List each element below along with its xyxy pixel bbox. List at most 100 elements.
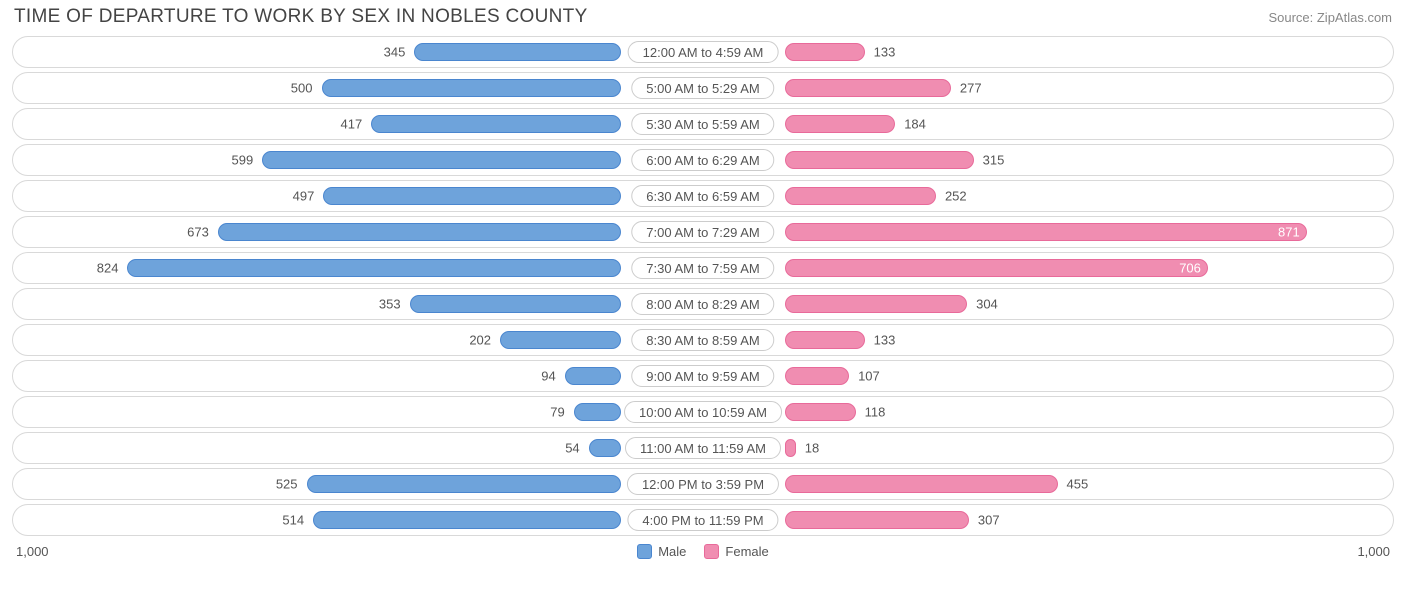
male-bar: 202 [500, 331, 621, 349]
time-range-pill: 7:30 AM to 7:59 AM [631, 257, 774, 279]
male-half: 94 [13, 361, 703, 391]
chart-row: 599 315 6:00 AM to 6:29 AM [12, 144, 1394, 176]
female-value-label: 252 [935, 189, 967, 204]
female-bar: 18 [785, 439, 796, 457]
time-range-pill: 6:00 AM to 6:29 AM [631, 149, 774, 171]
male-half: 353 [13, 289, 703, 319]
female-bar: 455 [785, 475, 1058, 493]
male-half: 525 [13, 469, 703, 499]
axis-left-max: 1,000 [16, 544, 49, 559]
chart-title: TIME OF DEPARTURE TO WORK BY SEX IN NOBL… [14, 6, 588, 28]
female-bar: 307 [785, 511, 969, 529]
female-value-label: 118 [855, 405, 886, 420]
female-half: 107 [703, 361, 1393, 391]
male-half: 417 [13, 109, 703, 139]
female-bar: 133 [785, 43, 865, 61]
male-half: 824 [13, 253, 703, 283]
female-value-label: 133 [864, 333, 896, 348]
female-value-label: 277 [950, 81, 982, 96]
male-bar: 353 [410, 295, 621, 313]
time-range-pill: 8:30 AM to 8:59 AM [631, 329, 774, 351]
male-half: 500 [13, 73, 703, 103]
male-value-label: 497 [293, 189, 325, 204]
male-half: 497 [13, 181, 703, 211]
female-bar: 304 [785, 295, 967, 313]
female-half: 18 [703, 433, 1393, 463]
male-value-label: 94 [541, 369, 565, 384]
male-bar: 500 [322, 79, 622, 97]
male-value-label: 417 [341, 117, 373, 132]
time-range-pill: 9:00 AM to 9:59 AM [631, 365, 774, 387]
time-range-pill: 7:00 AM to 7:29 AM [631, 221, 774, 243]
male-half: 79 [13, 397, 703, 427]
female-half: 184 [703, 109, 1393, 139]
chart-row: 345 133 12:00 AM to 4:59 AM [12, 36, 1394, 68]
male-bar: 79 [574, 403, 621, 421]
female-half: 118 [703, 397, 1393, 427]
male-bar: 599 [262, 151, 621, 169]
chart-row: 417 184 5:30 AM to 5:59 AM [12, 108, 1394, 140]
axis-right-max: 1,000 [1357, 544, 1390, 559]
chart-source: Source: ZipAtlas.com [1268, 10, 1392, 25]
legend-male-label: Male [658, 544, 686, 559]
male-bar: 673 [218, 223, 621, 241]
male-value-label: 673 [187, 225, 219, 240]
chart-row: 497 252 6:30 AM to 6:59 AM [12, 180, 1394, 212]
male-value-label: 514 [282, 513, 314, 528]
chart-footer: 1,000 Male Female 1,000 [8, 540, 1398, 559]
chart-row: 541811:00 AM to 11:59 AM [12, 432, 1394, 464]
chart-row: 202 133 8:30 AM to 8:59 AM [12, 324, 1394, 356]
male-bar: 525 [307, 475, 621, 493]
chart-row: 353 304 8:00 AM to 8:29 AM [12, 288, 1394, 320]
female-bar: 706 [785, 259, 1208, 277]
female-bar: 184 [785, 115, 895, 133]
female-half: 706 [703, 253, 1393, 283]
legend: Male Female [637, 544, 769, 559]
female-half: 304 [703, 289, 1393, 319]
time-range-pill: 6:30 AM to 6:59 AM [631, 185, 774, 207]
male-half: 54 [13, 433, 703, 463]
chart-row: 5143074:00 PM to 11:59 PM [12, 504, 1394, 536]
female-half: 455 [703, 469, 1393, 499]
female-value-label: 307 [968, 513, 1000, 528]
time-range-pill: 8:00 AM to 8:29 AM [631, 293, 774, 315]
female-half: 307 [703, 505, 1393, 535]
time-range-pill: 10:00 AM to 10:59 AM [624, 401, 782, 423]
female-value-label: 18 [795, 441, 819, 456]
female-value-label: 315 [973, 153, 1005, 168]
female-half: 277 [703, 73, 1393, 103]
male-half: 202 [13, 325, 703, 355]
legend-male: Male [637, 544, 686, 559]
male-bar: 514 [313, 511, 621, 529]
male-value-label: 54 [565, 441, 589, 456]
male-bar: 54 [589, 439, 621, 457]
female-bar: 871 [785, 223, 1307, 241]
time-range-pill: 5:30 AM to 5:59 AM [631, 113, 774, 135]
chart-area: 345 133 12:00 AM to 4:59 AM 500 277 5:00 AM t… [8, 36, 1398, 536]
male-value-label: 79 [550, 405, 574, 420]
chart-header: TIME OF DEPARTURE TO WORK BY SEX IN NOBL… [8, 4, 1398, 36]
time-range-pill: 12:00 AM to 4:59 AM [628, 41, 779, 63]
male-swatch-icon [637, 544, 652, 559]
male-value-label: 599 [232, 153, 264, 168]
male-half: 514 [13, 505, 703, 535]
female-half: 133 [703, 37, 1393, 67]
male-half: 673 [13, 217, 703, 247]
female-value-label: 304 [966, 297, 998, 312]
chart-row: 52545512:00 PM to 3:59 PM [12, 468, 1394, 500]
legend-female-label: Female [725, 544, 768, 559]
male-value-label: 824 [97, 261, 129, 276]
chart-row: 500 277 5:00 AM to 5:29 AM [12, 72, 1394, 104]
female-swatch-icon [704, 544, 719, 559]
chart-row: 824 706 7:30 AM to 7:59 AM [12, 252, 1394, 284]
chart-row: 673 871 7:00 AM to 7:29 AM [12, 216, 1394, 248]
male-value-label: 353 [379, 297, 411, 312]
male-bar: 345 [414, 43, 621, 61]
female-value-label: 133 [864, 45, 896, 60]
male-half: 599 [13, 145, 703, 175]
time-range-pill: 11:00 AM to 11:59 AM [625, 437, 781, 459]
male-value-label: 500 [291, 81, 323, 96]
time-range-pill: 5:00 AM to 5:29 AM [631, 77, 774, 99]
female-value-label: 706 [1179, 261, 1201, 276]
legend-female: Female [704, 544, 768, 559]
